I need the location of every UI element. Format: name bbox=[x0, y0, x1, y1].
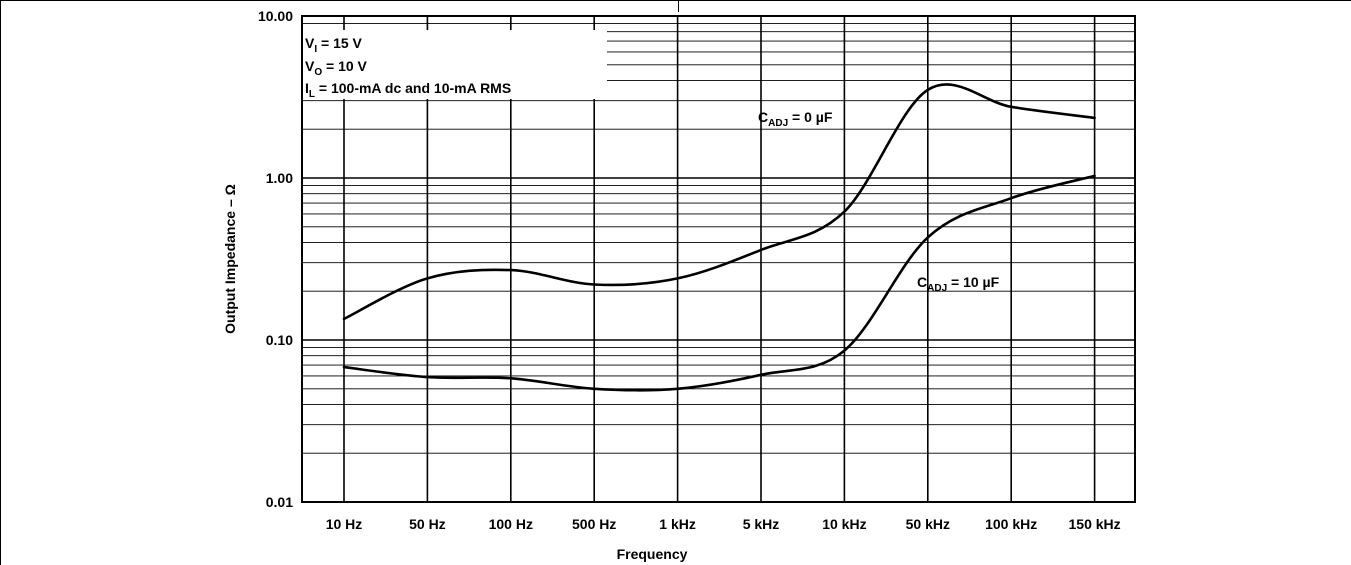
x-tick-label: 100 kHz bbox=[985, 516, 1037, 532]
plot-frame bbox=[301, 15, 1136, 503]
series-label-cadj-0: CADJ = 0 µF bbox=[758, 109, 833, 129]
y-tick-label: 0.10 bbox=[266, 332, 293, 348]
x-tick-labels: 10 Hz 50 Hz 100 Hz 500 Hz 1 kHz 5 kHz 10 kHz 50… bbox=[326, 516, 1121, 532]
x-tick-label: 500 Hz bbox=[572, 516, 616, 532]
x-tick-label: 10 Hz bbox=[326, 516, 363, 532]
x-axis-label: Frequency bbox=[617, 546, 688, 562]
top-tick-mark bbox=[678, 0, 679, 12]
series-label-cadj-10: CADJ = 10 µF bbox=[917, 274, 1000, 294]
y-tick-label: 1.00 bbox=[266, 170, 293, 186]
series-line-0 bbox=[342, 83, 1096, 321]
x-tick-label: 50 kHz bbox=[906, 516, 950, 532]
y-tick-labels: 0.01 0.10 1.00 10.00 bbox=[258, 8, 293, 510]
x-tick-label: 50 Hz bbox=[409, 516, 446, 532]
series-lines bbox=[342, 83, 1096, 392]
x-tick-label: 10 kHz bbox=[822, 516, 866, 532]
series-line-1 bbox=[342, 174, 1096, 392]
x-tick-label: 150 kHz bbox=[1069, 516, 1121, 532]
y-tick-label: 10.00 bbox=[258, 8, 293, 24]
y-axis-label: Output Impedance – Ω bbox=[222, 184, 238, 334]
condition-vi: VI = 15 V bbox=[305, 35, 363, 55]
x-tick-label: 5 kHz bbox=[743, 516, 780, 532]
condition-vo: VO = 10 V bbox=[305, 58, 368, 78]
condition-il: IL = 100-mA dc and 10-mA RMS bbox=[305, 80, 511, 100]
y-tick-label: 0.01 bbox=[266, 494, 293, 510]
conditions-box bbox=[300, 30, 607, 99]
x-tick-label: 100 Hz bbox=[489, 516, 533, 532]
x-tick-label: 1 kHz bbox=[659, 516, 696, 532]
